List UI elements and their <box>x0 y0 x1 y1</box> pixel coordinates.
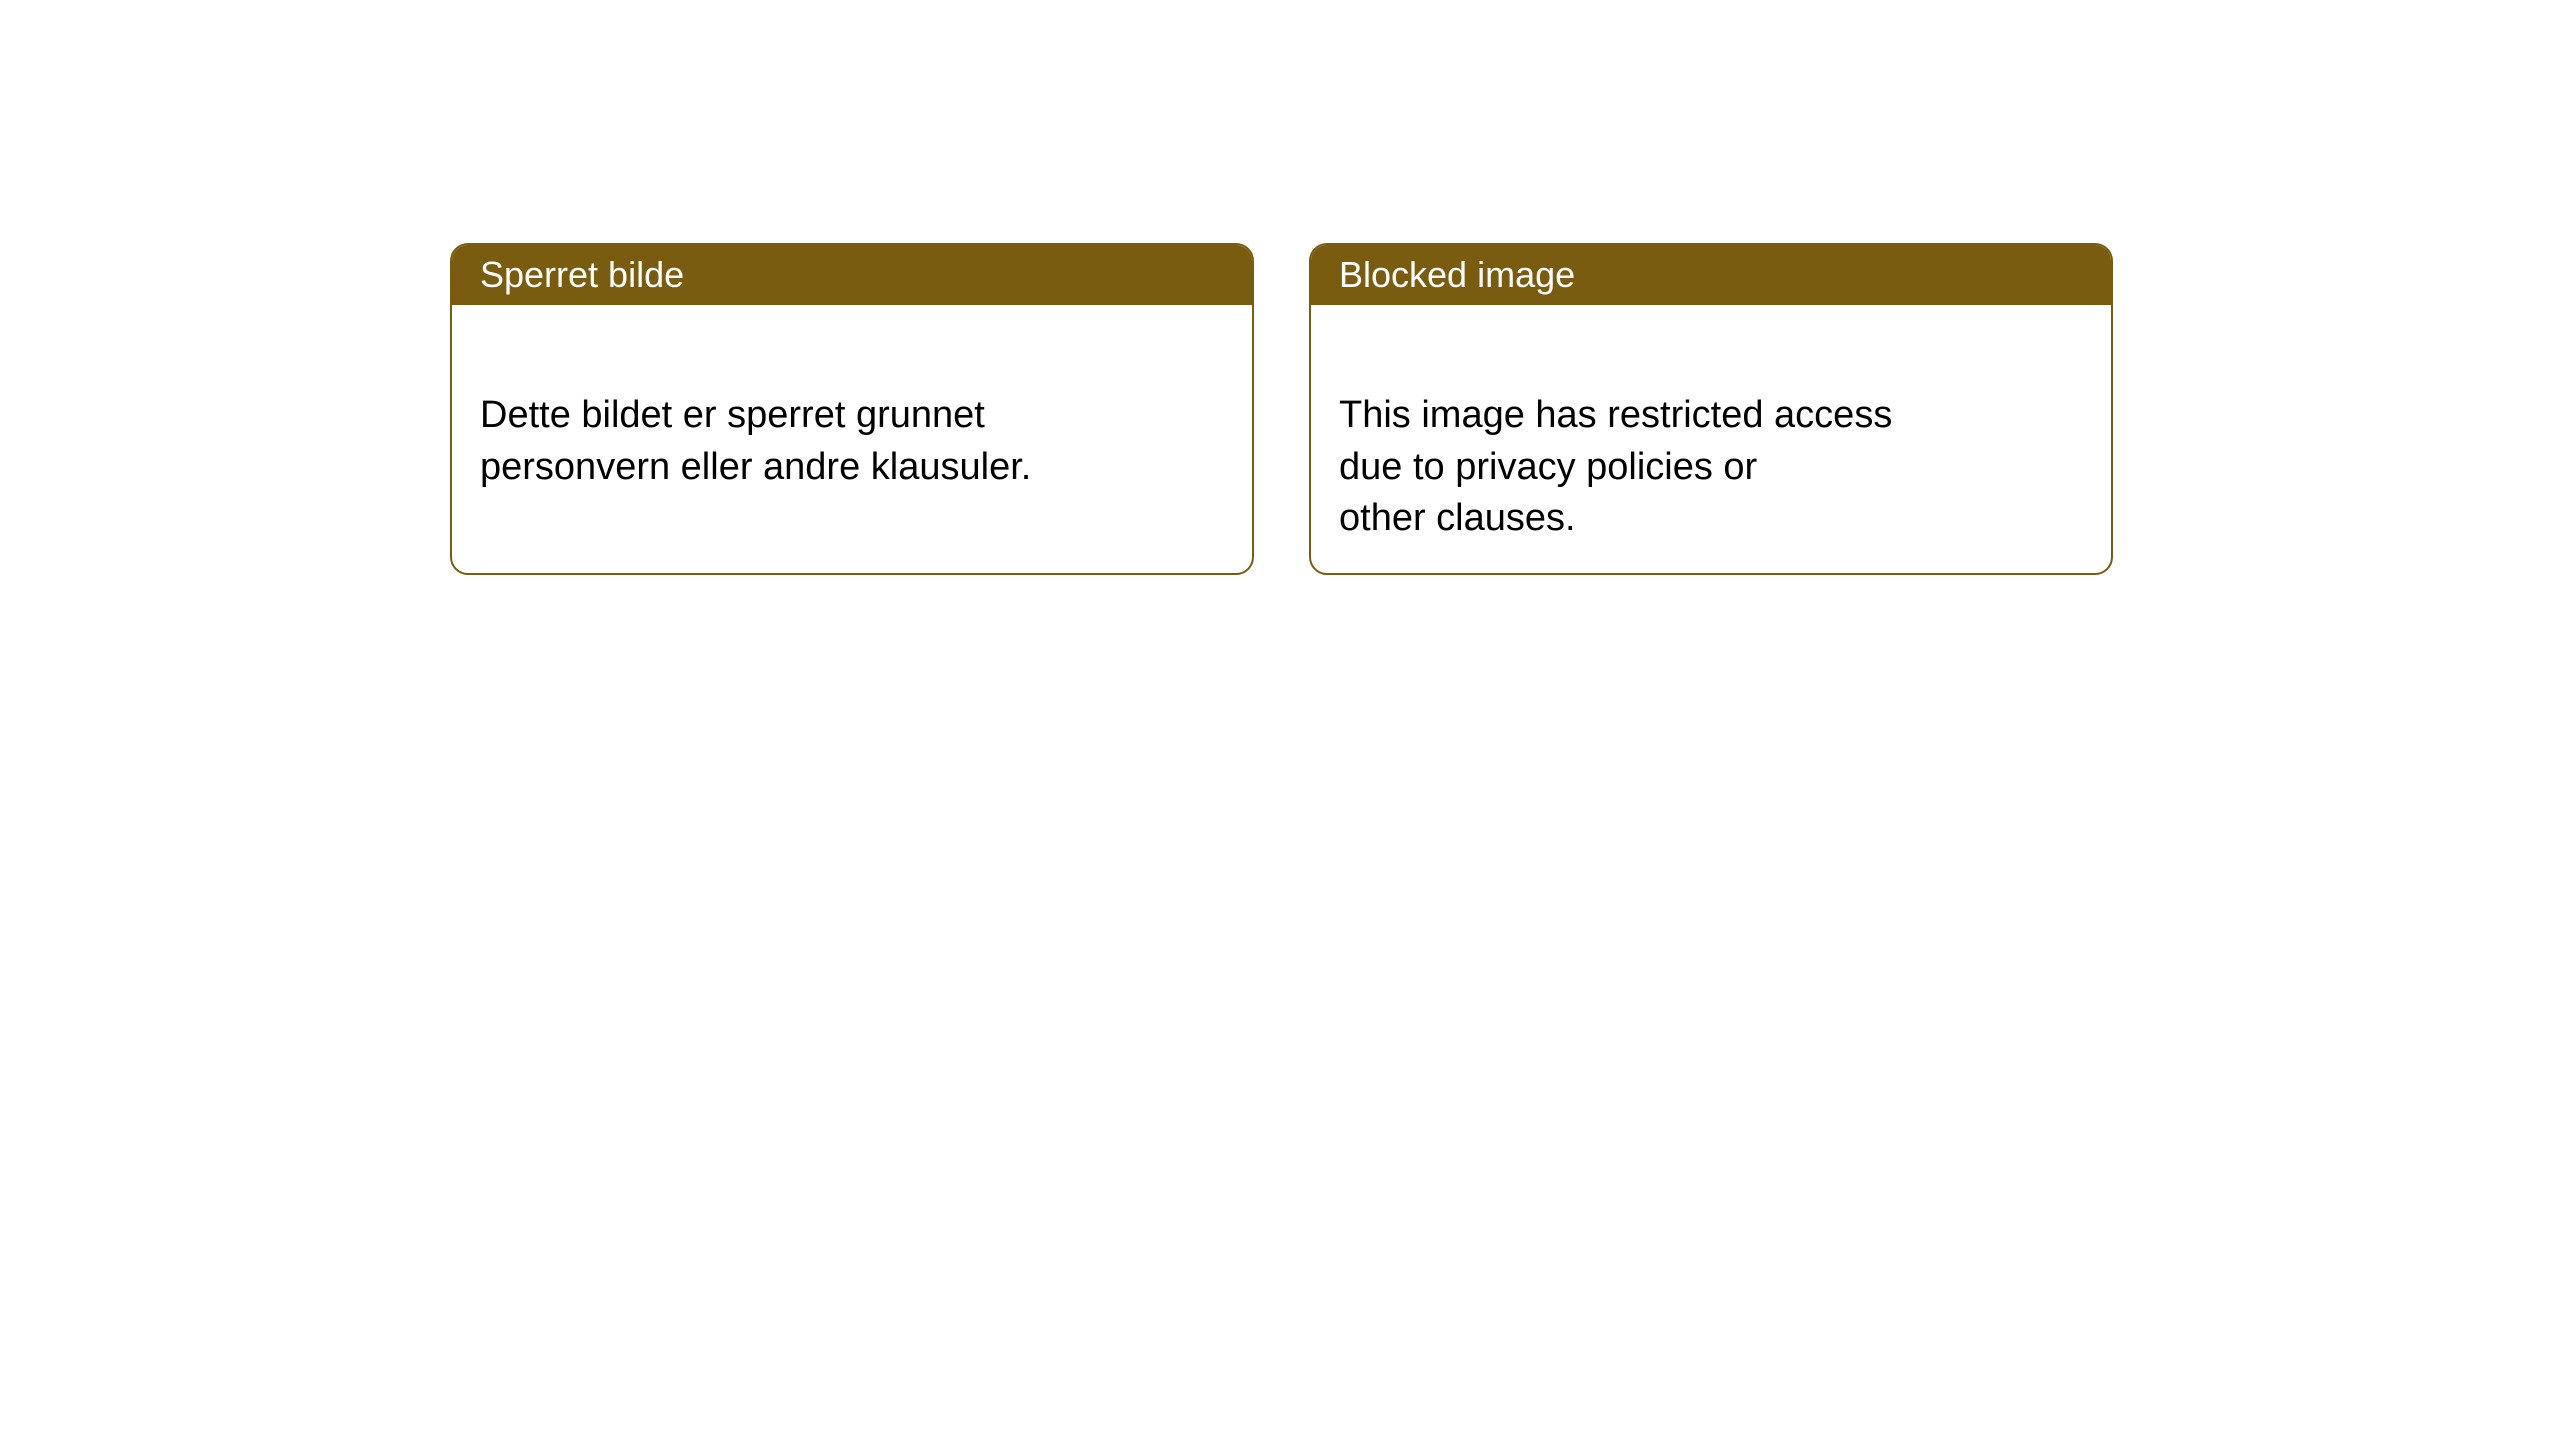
card-body: Dette bildet er sperret grunnet personve… <box>452 305 1252 527</box>
card-header: Blocked image <box>1311 245 2111 305</box>
notice-card-english: Blocked image This image has restricted … <box>1309 243 2113 575</box>
notice-card-norwegian: Sperret bilde Dette bildet er sperret gr… <box>450 243 1254 575</box>
card-body-text: Dette bildet er sperret grunnet personve… <box>480 394 1031 487</box>
card-header: Sperret bilde <box>452 245 1252 305</box>
card-header-title: Sperret bilde <box>480 254 684 296</box>
card-body-text: This image has restricted access due to … <box>1339 394 1892 539</box>
card-header-title: Blocked image <box>1339 254 1575 296</box>
card-body: This image has restricted access due to … <box>1311 305 2111 575</box>
notice-cards-container: Sperret bilde Dette bildet er sperret gr… <box>450 243 2113 575</box>
